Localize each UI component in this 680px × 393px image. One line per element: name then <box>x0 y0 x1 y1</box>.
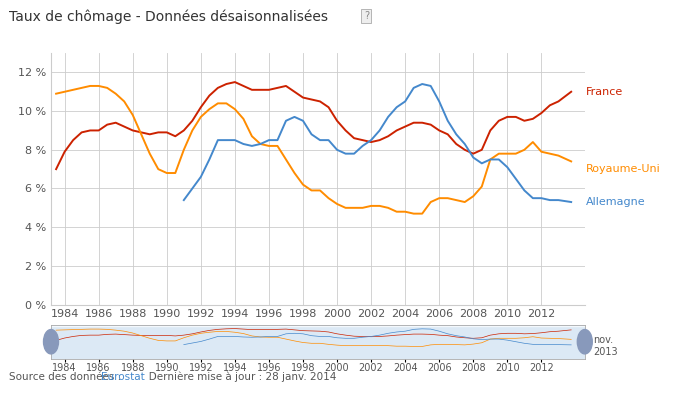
Text: Eurostat: Eurostat <box>101 372 144 382</box>
Text: Royaume-Uni: Royaume-Uni <box>585 164 660 174</box>
Text: Taux de chômage - Données désaisonnalisées: Taux de chômage - Données désaisonnalisé… <box>9 10 328 24</box>
Text: Allemagne: Allemagne <box>585 197 645 207</box>
Text: France: France <box>585 87 623 97</box>
Text: ?: ? <box>364 11 369 21</box>
Text: nov.
2013: nov. 2013 <box>593 335 617 357</box>
Text: Source des données :: Source des données : <box>9 372 124 382</box>
Text: Dernière mise à jour : 28 janv. 2014: Dernière mise à jour : 28 janv. 2014 <box>139 371 337 382</box>
